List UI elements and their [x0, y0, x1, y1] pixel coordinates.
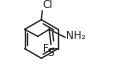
Text: S: S — [48, 48, 54, 58]
Text: NH₂: NH₂ — [66, 31, 85, 41]
Text: F: F — [43, 44, 48, 54]
Text: Cl: Cl — [43, 0, 53, 10]
